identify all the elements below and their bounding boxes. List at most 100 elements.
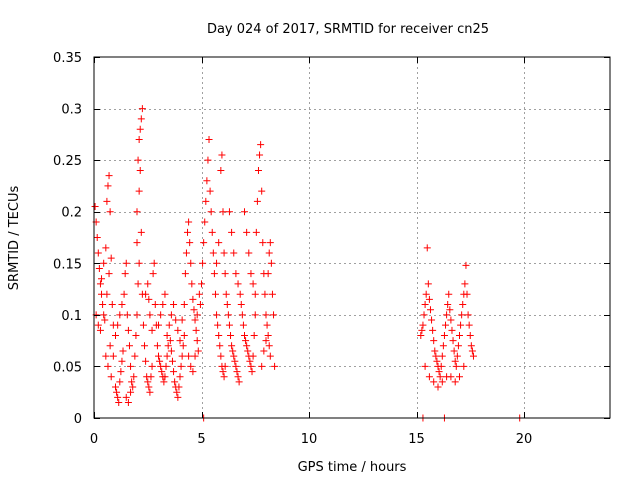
- data-point: [95, 264, 103, 272]
- data-point: [210, 270, 218, 278]
- data-point: [103, 197, 111, 205]
- data-point: [196, 301, 204, 309]
- data-point: [461, 280, 469, 288]
- data-point: [434, 383, 442, 391]
- data-point: [468, 347, 476, 355]
- y-tick-label: 0: [74, 412, 82, 427]
- data-point: [265, 249, 273, 257]
- data-point: [220, 373, 228, 381]
- data-point: [124, 326, 132, 334]
- data-point: [189, 368, 197, 376]
- data-point: [230, 249, 238, 257]
- data-point: [194, 347, 202, 355]
- data-point: [453, 352, 461, 360]
- data-point: [217, 352, 225, 360]
- data-point: [131, 352, 139, 360]
- data-point: [244, 347, 252, 355]
- data-point: [206, 187, 214, 195]
- data-point: [465, 321, 473, 329]
- data-point: [462, 261, 470, 269]
- data-point: [137, 228, 145, 236]
- data-point: [127, 362, 135, 370]
- y-axis-label: SRMTID / TECUs: [7, 186, 22, 291]
- data-point: [132, 331, 140, 339]
- data-point: [466, 331, 474, 339]
- data-point: [266, 352, 274, 360]
- data-point: [221, 362, 229, 370]
- data-point: [460, 362, 468, 370]
- data-point: [191, 316, 199, 324]
- data-point: [144, 280, 152, 288]
- data-point: [243, 228, 251, 236]
- data-point: [451, 378, 459, 386]
- data-point: [174, 326, 182, 334]
- data-point: [185, 352, 193, 360]
- y-tick-label: 0.05: [53, 360, 82, 375]
- data-point: [135, 259, 143, 267]
- data-point: [469, 352, 477, 360]
- data-point: [167, 347, 175, 355]
- data-point: [215, 239, 223, 247]
- data-point: [419, 321, 427, 329]
- data-point: [445, 290, 453, 298]
- data-point: [115, 399, 123, 407]
- data-point: [138, 105, 146, 113]
- data-point: [235, 378, 243, 386]
- data-point: [430, 378, 438, 386]
- data-point: [192, 326, 200, 334]
- data-point: [147, 373, 155, 381]
- data-point: [418, 326, 426, 334]
- data-point: [258, 362, 266, 370]
- y-tick-label: 0.25: [53, 154, 82, 169]
- data-point: [135, 136, 143, 144]
- data-point: [195, 290, 203, 298]
- data-point: [180, 301, 188, 309]
- data-point: [459, 301, 467, 309]
- data-point: [464, 311, 472, 319]
- data-point: [271, 362, 279, 370]
- data-point: [232, 270, 240, 278]
- data-point: [216, 342, 224, 350]
- data-point: [116, 311, 124, 319]
- data-point: [234, 280, 242, 288]
- data-point: [262, 337, 270, 345]
- data-point: [241, 208, 248, 216]
- data-point: [134, 280, 142, 288]
- data-point: [148, 362, 156, 370]
- data-point: [222, 290, 230, 298]
- data-point: [452, 362, 460, 370]
- data-point: [96, 280, 104, 288]
- data-point: [156, 357, 164, 365]
- data-point: [176, 373, 184, 381]
- data-point: [146, 388, 154, 396]
- data-point: [117, 368, 125, 376]
- data-point: [122, 393, 130, 401]
- data-point: [219, 208, 227, 216]
- data-point: [137, 115, 145, 123]
- data-point: [250, 331, 258, 339]
- data-point: [125, 342, 133, 350]
- data-point: [248, 368, 256, 376]
- chart-title: Day 024 of 2017, SRMTID for receiver cn2…: [207, 22, 489, 37]
- data-point: [148, 326, 156, 334]
- data-point: [187, 259, 195, 267]
- data-point: [100, 259, 108, 267]
- data-point: [421, 301, 429, 309]
- data-point: [104, 182, 112, 190]
- x-tick-label: 0: [90, 432, 98, 447]
- data-point: [254, 166, 262, 174]
- data-point: [94, 321, 102, 329]
- data-point: [133, 239, 141, 247]
- y-tick-label: 0.35: [53, 51, 82, 66]
- data-point: [268, 290, 276, 298]
- data-point: [266, 239, 274, 247]
- data-point: [225, 208, 233, 216]
- data-point: [106, 208, 114, 216]
- data-point: [127, 388, 135, 396]
- data-point: [193, 337, 201, 345]
- data-point: [168, 357, 176, 365]
- data-point: [124, 399, 132, 407]
- data-point: [458, 311, 466, 319]
- data-point: [93, 234, 101, 241]
